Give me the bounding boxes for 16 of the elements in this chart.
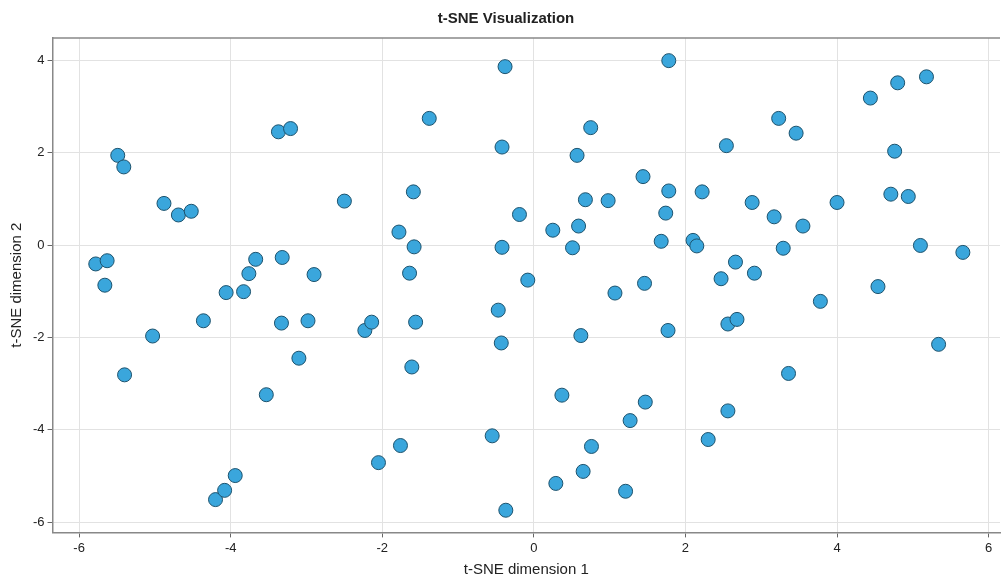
y-tick-label: 4 — [37, 51, 45, 67]
chart-title: t-SNE Visualization — [437, 9, 575, 27]
y-tick-label: -4 — [33, 421, 45, 437]
y-tick-label: 0 — [37, 236, 45, 252]
x-tick-label: 4 — [833, 539, 841, 555]
x-tick-label: 6 — [985, 539, 993, 555]
x-tick-label: -6 — [73, 539, 85, 555]
x-tick-label: 2 — [681, 539, 690, 555]
y-tick-label: 2 — [37, 144, 45, 160]
y-tick-label: -6 — [33, 513, 45, 529]
x-tick-label: 0 — [530, 539, 538, 555]
x-axis-title: t-SNE dimension 1 — [463, 560, 589, 578]
x-tick-label: -2 — [376, 539, 389, 555]
y-tick-label: -2 — [33, 328, 45, 344]
x-tick-label: -4 — [224, 539, 237, 555]
y-axis-title: t-SNE dimension 2 — [7, 222, 25, 348]
